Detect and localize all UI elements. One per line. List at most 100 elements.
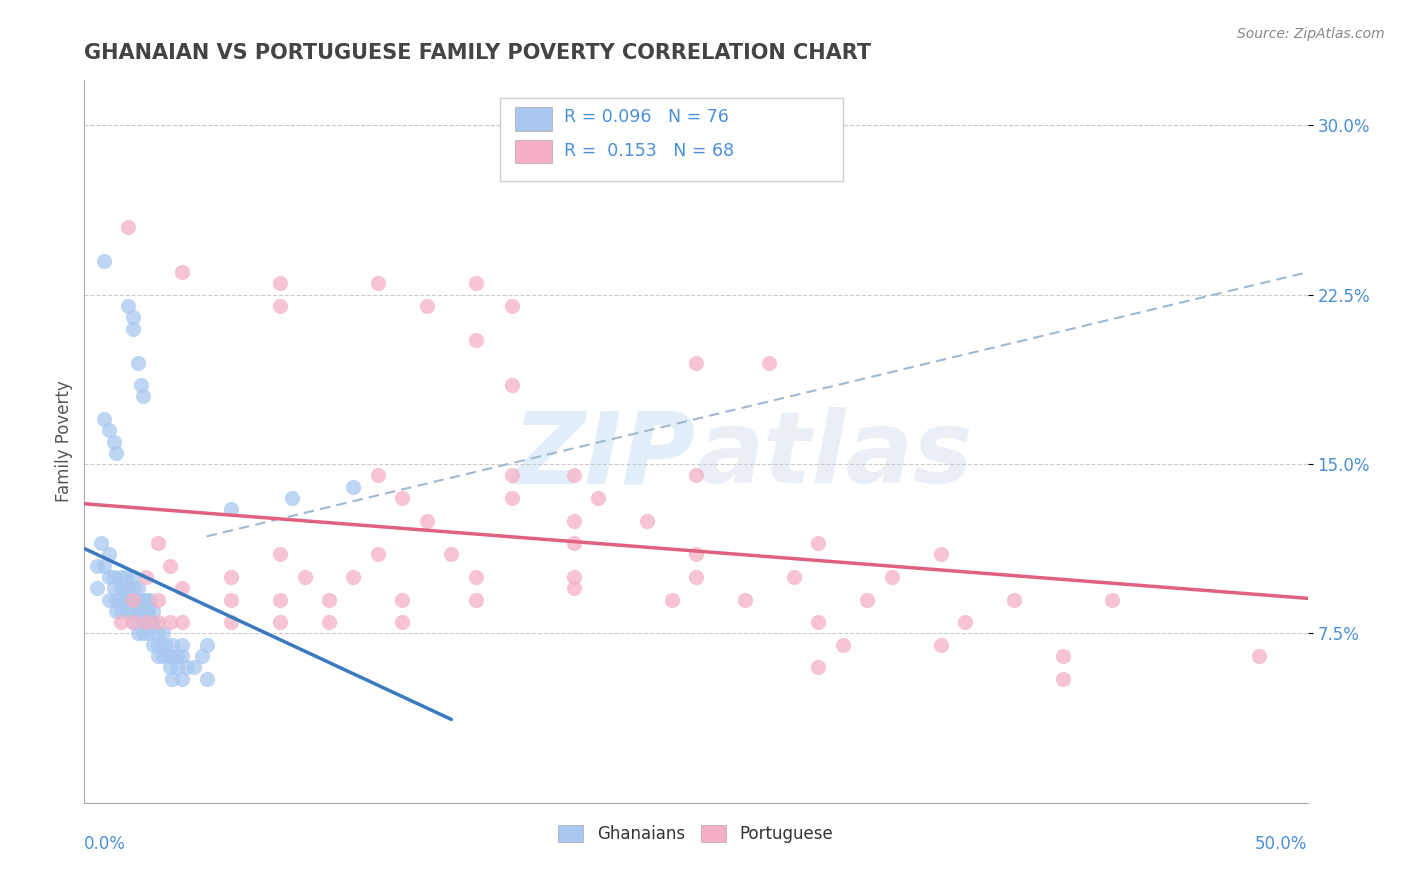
Point: [136, 604, 159, 618]
Point: [127, 355, 149, 369]
Point: [86, 582, 108, 596]
Point: [135, 592, 157, 607]
Point: [1101, 592, 1123, 607]
Point: [172, 638, 194, 652]
Point: [127, 604, 149, 618]
Point: [159, 615, 181, 630]
Point: [440, 548, 463, 562]
Point: [636, 514, 658, 528]
Point: [929, 548, 952, 562]
Point: [86, 558, 108, 573]
Point: [195, 638, 218, 652]
Point: [172, 582, 194, 596]
Point: [122, 592, 145, 607]
Point: [831, 638, 853, 652]
Point: [464, 333, 486, 347]
Point: [117, 582, 139, 596]
Point: [953, 615, 976, 630]
Point: [502, 299, 524, 313]
Point: [152, 626, 174, 640]
Point: [562, 468, 585, 483]
Point: [93, 412, 115, 426]
Point: [97, 592, 120, 607]
Point: [880, 570, 903, 584]
Point: [97, 570, 120, 584]
Point: [342, 480, 364, 494]
Point: [112, 582, 135, 596]
Point: [135, 615, 157, 630]
Point: [172, 615, 194, 630]
Point: [110, 570, 132, 584]
Point: [115, 570, 138, 584]
Point: [416, 514, 439, 528]
Point: [117, 604, 139, 618]
Point: [183, 660, 205, 674]
Text: R = 0.096   N = 76: R = 0.096 N = 76: [564, 108, 728, 126]
Point: [122, 570, 145, 584]
Point: [562, 570, 585, 584]
Point: [1052, 672, 1074, 686]
Point: [269, 548, 291, 562]
Point: [139, 615, 162, 630]
Point: [464, 570, 486, 584]
Point: [294, 570, 316, 584]
Point: [391, 491, 413, 505]
Point: [142, 615, 165, 630]
Point: [685, 570, 707, 584]
Point: [122, 310, 145, 325]
Point: [318, 615, 340, 630]
Point: [807, 660, 830, 674]
Text: Source: ZipAtlas.com: Source: ZipAtlas.com: [1237, 27, 1385, 41]
Point: [110, 592, 132, 607]
Point: [129, 604, 152, 618]
Point: [166, 660, 188, 674]
Point: [172, 265, 194, 279]
Point: [93, 253, 115, 268]
Point: [122, 604, 145, 618]
Point: [416, 299, 439, 313]
FancyBboxPatch shape: [515, 139, 551, 163]
Point: [219, 502, 242, 516]
Point: [661, 592, 683, 607]
Point: [103, 582, 125, 596]
Point: [142, 638, 165, 652]
Text: R =  0.153   N = 68: R = 0.153 N = 68: [564, 142, 734, 160]
Point: [219, 615, 242, 630]
Point: [122, 615, 145, 630]
Point: [115, 592, 138, 607]
Point: [367, 277, 389, 291]
Point: [117, 299, 139, 313]
Point: [146, 536, 169, 550]
Point: [90, 536, 112, 550]
Point: [562, 514, 585, 528]
Y-axis label: Family Poverty: Family Poverty: [55, 381, 73, 502]
Point: [1247, 648, 1270, 663]
Point: [502, 378, 524, 392]
Point: [807, 615, 830, 630]
Point: [391, 592, 413, 607]
Point: [146, 592, 169, 607]
Point: [132, 389, 155, 403]
Point: [139, 592, 162, 607]
Point: [136, 626, 159, 640]
Point: [269, 615, 291, 630]
Point: [132, 626, 155, 640]
Point: [146, 648, 169, 663]
Point: [391, 615, 413, 630]
Point: [105, 592, 128, 607]
Point: [734, 592, 756, 607]
Point: [502, 468, 524, 483]
Point: [176, 660, 198, 674]
Point: [159, 660, 181, 674]
Point: [93, 558, 115, 573]
Point: [103, 434, 125, 449]
Point: [807, 536, 830, 550]
Text: atlas: atlas: [696, 408, 973, 505]
Point: [110, 604, 132, 618]
Point: [367, 468, 389, 483]
Point: [281, 491, 304, 505]
Point: [159, 648, 181, 663]
Point: [342, 570, 364, 584]
Point: [135, 615, 157, 630]
Point: [758, 355, 780, 369]
